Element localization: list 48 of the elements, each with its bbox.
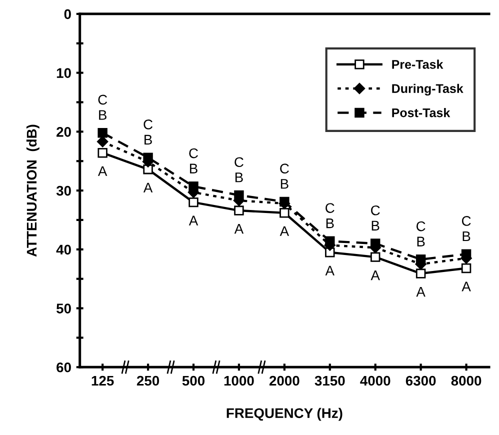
y-tick-label: 50 [56,304,71,314]
annotation: B [462,231,470,242]
annotation: B [417,236,425,246]
x-tick-label: 500 [182,376,205,386]
y-tick-label: 20 [56,126,71,137]
annotation: A [98,166,108,176]
x-tick-label: 125 [92,376,114,386]
legend-label: Pre-Task [392,60,444,69]
annotation: A [370,270,380,280]
annotation: B [235,172,243,182]
x-tick-label: 3150 [314,376,345,386]
annotation: C [416,221,426,232]
x-tick-label: 2000 [269,376,300,386]
annotation: B [280,179,288,189]
y-tick-label: 60 [56,362,71,372]
annotation: A [416,287,426,297]
annotation: C [98,94,108,105]
y-tick-label: 30 [56,186,71,196]
y-tick-label: 10 [56,68,71,78]
annotation: C [144,120,153,130]
x-tick-label: 4000 [360,376,390,386]
annotation: A [462,282,471,292]
annotation: B [144,134,152,144]
annotation: C [234,157,244,168]
annotation: C [280,164,289,174]
annotation: A [188,216,198,226]
legend-label: Post-Task [392,108,450,118]
x-tick-label: 6300 [406,376,436,386]
annotation: A [325,266,334,276]
legend-label: During-Task [392,84,464,96]
annotation: B [99,110,106,120]
y-tick-label: 40 [56,244,71,255]
x-tick-label: 8000 [451,376,482,386]
annotation: C [326,203,334,213]
x-axis-title: FREQUENCY (Hz) [226,408,342,421]
annotation: B [372,220,380,230]
annotation: A [234,224,244,234]
y-tick-label: 0 [64,9,71,20]
annotation: B [326,218,334,228]
y-axis-title: ATTENUATION (dB) [26,124,40,257]
annotation: C [371,205,380,216]
annotation: B [190,164,198,174]
annotation: C [462,216,471,226]
annotation: A [280,226,290,236]
x-tick-label: 1000 [224,376,254,386]
x-tick-label: 250 [136,376,160,386]
annotation: A [143,182,153,192]
annotation: C [189,148,198,158]
